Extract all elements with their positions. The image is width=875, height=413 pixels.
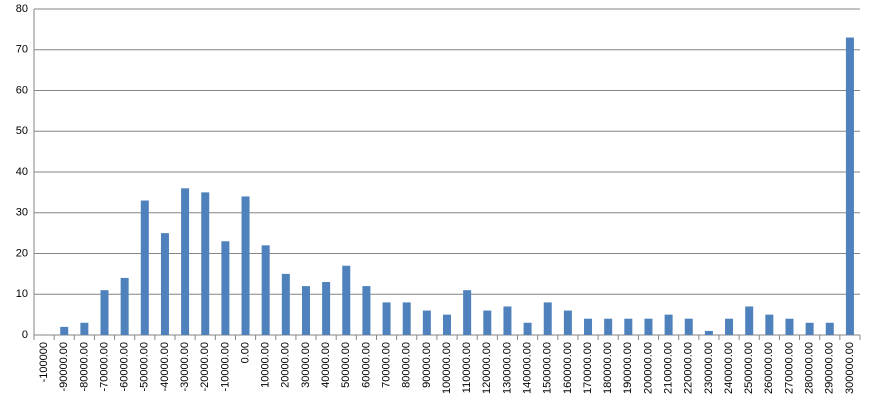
- x-tick-label: 230000.00: [703, 342, 715, 394]
- x-tick-label: 40000.00: [320, 342, 332, 388]
- x-tick-label: -10000.00: [219, 342, 231, 392]
- bar: [523, 322, 532, 335]
- y-tick-label: 40: [16, 166, 28, 178]
- x-tick-label: 220000.00: [683, 342, 695, 394]
- x-tick-label: -80000.00: [78, 342, 90, 392]
- bar: [241, 196, 250, 335]
- x-tick-label: 180000.00: [602, 342, 614, 394]
- x-tick-label: 10000.00: [260, 342, 272, 388]
- bar: [140, 200, 149, 335]
- x-tick-label: -100000: [38, 342, 50, 382]
- x-tick-label: 210000.00: [663, 342, 675, 394]
- bar: [322, 282, 331, 335]
- x-tick-label: 80000.00: [401, 342, 413, 388]
- bar: [604, 318, 613, 335]
- x-tick-label: 280000.00: [804, 342, 816, 394]
- x-tick-label: 160000.00: [562, 342, 574, 394]
- y-tick-label: 50: [16, 125, 28, 137]
- bar: [181, 188, 190, 335]
- bar: [201, 192, 210, 335]
- y-tick-label: 80: [16, 3, 28, 15]
- x-tick-label: 100000.00: [441, 342, 453, 394]
- bar: [503, 306, 512, 335]
- y-tick-label: 60: [16, 84, 28, 96]
- x-tick-label: 130000.00: [501, 342, 513, 394]
- x-tick-label: 290000.00: [824, 342, 836, 394]
- x-tick-label: 250000.00: [743, 342, 755, 394]
- bar: [543, 302, 552, 335]
- x-tick-label: 270000.00: [783, 342, 795, 394]
- bar: [281, 273, 290, 335]
- x-tick-label: 50000.00: [340, 342, 352, 388]
- x-tick-label: -90000.00: [58, 342, 70, 392]
- x-tick-label: 70000.00: [380, 342, 392, 388]
- x-tick-label: 60000.00: [360, 342, 372, 388]
- bar: [443, 314, 451, 335]
- bar: [221, 241, 230, 335]
- y-tick-label: 10: [16, 288, 28, 300]
- x-tick-label: 110000.00: [461, 342, 473, 393]
- x-tick-label: 30000.00: [300, 342, 312, 388]
- bar: [563, 310, 572, 335]
- x-tick-label: 300000.00: [844, 342, 856, 394]
- bar: [120, 277, 129, 335]
- bar: [624, 318, 633, 335]
- bar: [261, 245, 270, 335]
- bar: [825, 322, 834, 335]
- bar: [362, 286, 371, 335]
- bar: [584, 318, 593, 335]
- bar: [342, 265, 351, 335]
- bar: [402, 302, 411, 335]
- x-tick-label: -30000.00: [179, 342, 191, 392]
- y-tick-label: 20: [16, 247, 28, 259]
- x-tick-label: 260000.00: [763, 342, 775, 394]
- bar: [80, 322, 89, 335]
- y-tick-label: 70: [16, 44, 28, 56]
- bar: [301, 286, 310, 335]
- bar: [785, 318, 794, 335]
- x-tick-label: 140000.00: [521, 342, 533, 394]
- bar: [845, 37, 854, 336]
- x-tick-label: -60000.00: [119, 342, 131, 392]
- y-tick-label: 0: [22, 329, 28, 341]
- x-tick-label: 240000.00: [723, 342, 735, 394]
- bar: [160, 233, 169, 335]
- x-tick-label: 150000.00: [542, 342, 554, 394]
- bar: [664, 314, 673, 335]
- x-tick-label: 200000.00: [642, 342, 654, 394]
- x-tick-label: 90000.00: [421, 342, 433, 388]
- bar: [463, 290, 472, 335]
- x-tick-label: -50000.00: [139, 342, 151, 392]
- bar: [382, 302, 391, 335]
- x-tick-label: -40000.00: [159, 342, 171, 392]
- bar: [644, 318, 653, 335]
- bar: [483, 310, 492, 335]
- x-tick-label: 190000.00: [622, 342, 634, 394]
- bar: [60, 326, 69, 335]
- bar: [765, 314, 774, 335]
- bar: [704, 330, 713, 335]
- bar: [805, 322, 814, 335]
- bar: [725, 318, 734, 335]
- y-tick-label: 30: [16, 207, 28, 219]
- bar: [745, 306, 754, 335]
- x-tick-label: 170000.00: [582, 342, 594, 394]
- bar: [684, 318, 693, 335]
- bar: [422, 310, 431, 335]
- bar: [100, 290, 109, 335]
- x-tick-label: -20000.00: [199, 342, 211, 392]
- x-tick-label: -70000.00: [98, 342, 110, 392]
- x-tick-label: 0.00: [239, 342, 251, 363]
- x-tick-label: 120000.00: [481, 342, 493, 394]
- x-tick-label: 20000.00: [280, 342, 292, 388]
